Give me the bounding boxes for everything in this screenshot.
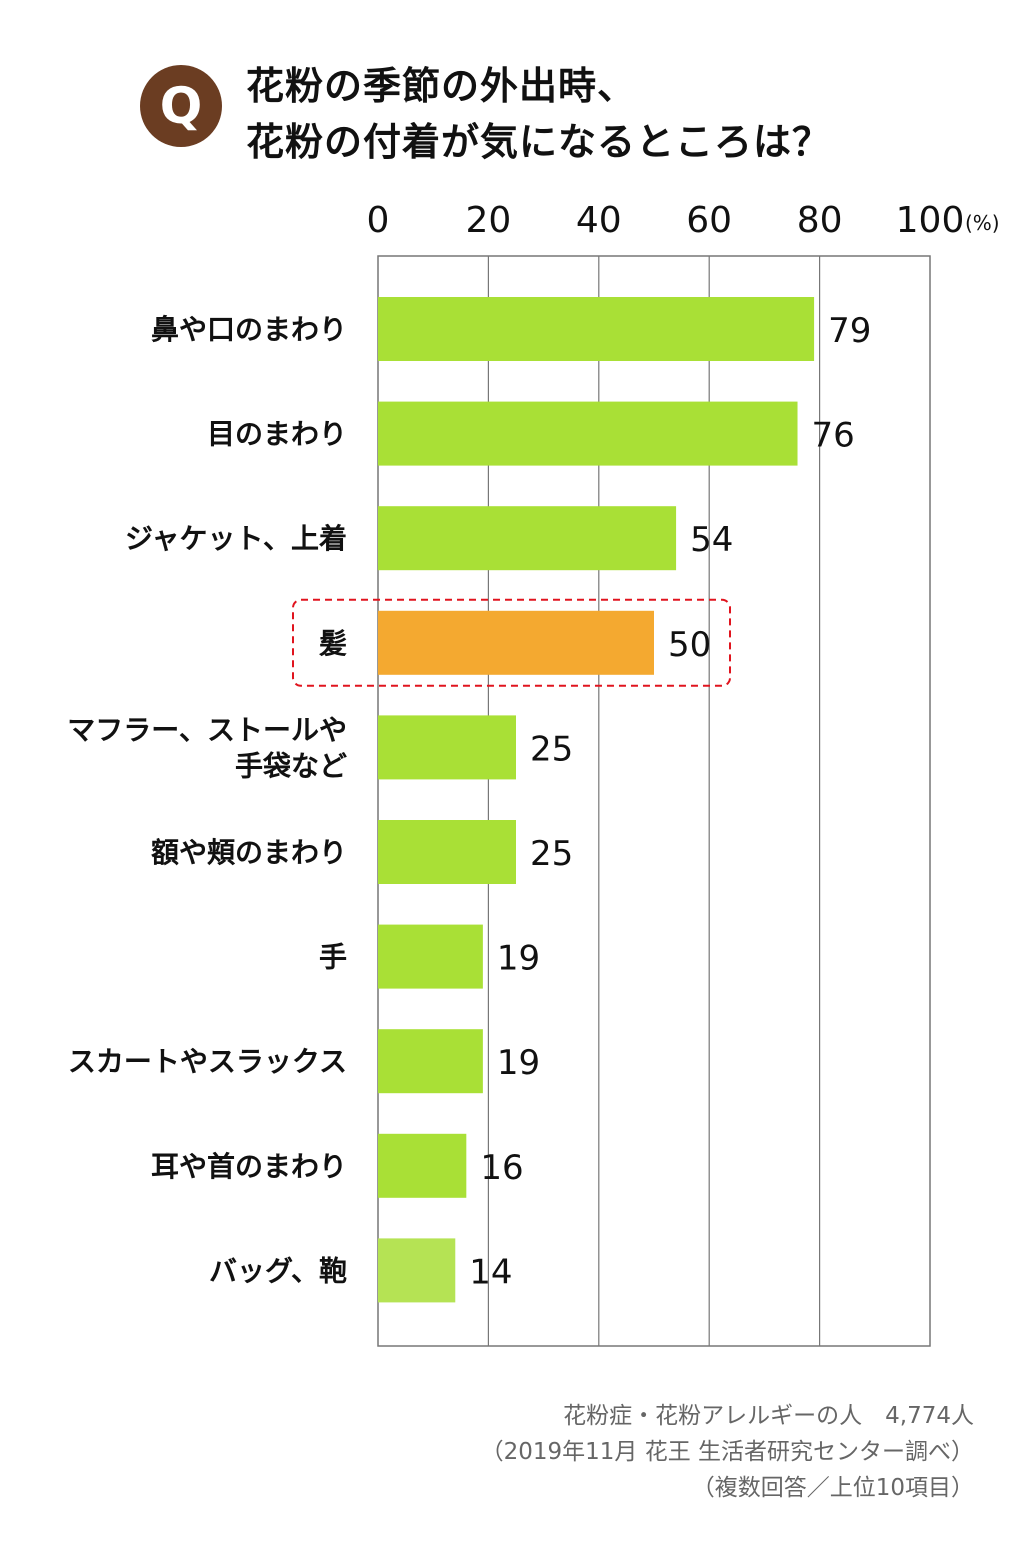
x-tick-label: 40 [576, 200, 622, 241]
category-label: 額や頬のまわり [151, 836, 347, 869]
bar-value-label: 16 [480, 1148, 523, 1188]
footnote-line-1: 花粉症・花粉アレルギーの人 4,774人 [563, 1403, 974, 1429]
category-label: 髪 [318, 627, 347, 660]
bar [378, 610, 654, 675]
bar [378, 1029, 483, 1094]
category-label: 耳や首のまわり [151, 1150, 347, 1183]
category-label: 手 [319, 941, 347, 974]
category-label: 目のまわり [207, 418, 347, 451]
x-tick-label: 80 [797, 200, 843, 241]
bar-value-label: 19 [497, 939, 540, 979]
chart-title: 花粉の季節の外出時、 花粉の付着が気になるところは？ [246, 58, 831, 170]
bar-value-label: 14 [469, 1252, 512, 1292]
x-tick-label: 20 [465, 200, 511, 241]
bar [378, 506, 677, 571]
bar-value-label: 54 [690, 520, 733, 560]
x-tick-label: 60 [686, 200, 732, 241]
bar [378, 1133, 467, 1198]
bar-value-label: 25 [530, 729, 573, 769]
bar [378, 924, 483, 989]
bar [378, 401, 798, 466]
highlight-box [292, 598, 731, 687]
category-label: 手袋など [235, 749, 347, 782]
x-axis-unit: (%) [965, 211, 1000, 235]
category-label: 鼻や口のまわり [151, 313, 347, 346]
title-line-1: 花粉の季節の外出時、 [246, 64, 637, 108]
category-label: ジャケット、上着 [125, 522, 347, 555]
bar [378, 297, 815, 361]
bar-value-label: 79 [828, 311, 871, 351]
plot-frame [377, 255, 931, 1347]
bar-value-label: 50 [668, 625, 711, 665]
bar [378, 820, 516, 884]
bar-value-label: 76 [812, 416, 855, 456]
footnote-line-3: （複数回答／上位10項目） [691, 1475, 974, 1501]
bar-value-label: 19 [497, 1043, 540, 1083]
bar [378, 1238, 456, 1303]
footnote: 花粉症・花粉アレルギーの人 4,774人 （2019年11月 花王 生活者研究セ… [481, 1398, 974, 1506]
bar [378, 715, 516, 780]
bar-value-label: 25 [530, 834, 573, 874]
x-tick-label: 100 [896, 200, 965, 241]
title-line-2: 花粉の付着が気になるところは？ [246, 120, 832, 164]
category-label: バッグ、鞄 [209, 1254, 347, 1287]
category-label: スカートやスラックス [68, 1045, 347, 1078]
footnote-line-2: （2019年11月 花王 生活者研究センター調べ） [480, 1439, 974, 1465]
category-label: マフラー、ストールや [67, 713, 347, 746]
x-tick-label: 0 [367, 200, 390, 241]
question-badge: Q [140, 65, 222, 147]
